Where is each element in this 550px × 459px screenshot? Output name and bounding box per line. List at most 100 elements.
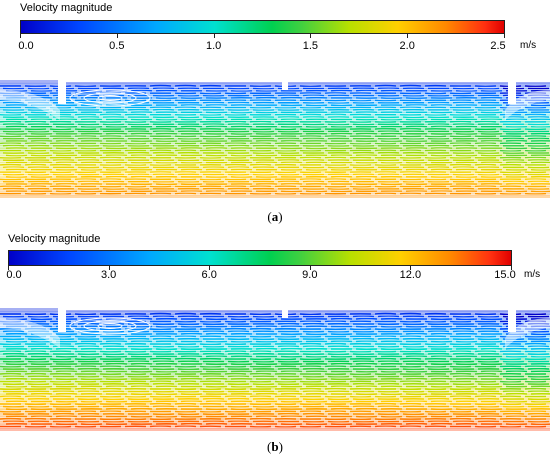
- streamline: [405, 189, 428, 192]
- velocity-band: [0, 82, 550, 87]
- streamline: [277, 345, 300, 348]
- streamline: [530, 400, 550, 403]
- streamline: [30, 154, 53, 157]
- colorbar-tick: [108, 266, 110, 270]
- streamline: [405, 168, 428, 171]
- streamline: [202, 330, 225, 333]
- streamline: [274, 171, 297, 174]
- streamline: [530, 333, 550, 336]
- streamline: [502, 158, 525, 161]
- streamline: [99, 113, 122, 116]
- streamline: [474, 372, 497, 375]
- streamline: [427, 352, 450, 355]
- streamline: [199, 343, 222, 346]
- streamline: [280, 96, 303, 99]
- streamline: [149, 192, 172, 195]
- streamline: [80, 423, 103, 426]
- streamline: [174, 425, 197, 428]
- streamline: [180, 146, 203, 149]
- streamline: [224, 365, 247, 368]
- streamline: [399, 357, 422, 360]
- streamline: [124, 142, 147, 145]
- streamline: [299, 113, 322, 116]
- streamline: [480, 96, 503, 99]
- streamline: [374, 328, 397, 331]
- streamline: [480, 325, 503, 328]
- streamline: [155, 370, 178, 373]
- streamline: [224, 417, 247, 420]
- panel-caption: (a): [267, 209, 283, 224]
- streamline: [280, 415, 303, 418]
- streamline: [180, 332, 203, 335]
- streamline: [477, 360, 500, 363]
- streamline: [352, 360, 375, 363]
- streamline: [530, 125, 550, 128]
- streamline: [324, 156, 347, 159]
- streamline: [380, 370, 403, 373]
- outlet-curve: [505, 318, 550, 348]
- streamline: [502, 180, 525, 183]
- streamline: [74, 134, 97, 137]
- streamline: [255, 318, 278, 321]
- streamline: [5, 408, 28, 411]
- streamline: [230, 340, 253, 343]
- streamline: [52, 130, 75, 133]
- streamline: [352, 123, 375, 126]
- streamline: [480, 118, 503, 121]
- streamline: [74, 387, 97, 390]
- streamline: [202, 137, 225, 140]
- streamline: [524, 365, 547, 368]
- streamline: [380, 161, 403, 164]
- streamline: [5, 176, 28, 179]
- streamline: [324, 320, 347, 323]
- streamline: [527, 367, 550, 370]
- streamline: [424, 178, 447, 181]
- streamline: [77, 137, 100, 140]
- streamline: [477, 315, 500, 318]
- streamline: [527, 158, 550, 161]
- streamline: [530, 169, 550, 171]
- streamline: [30, 385, 53, 388]
- streamline: [77, 390, 100, 393]
- streamline: [299, 365, 322, 368]
- streamline: [449, 163, 472, 166]
- streamline: [177, 137, 200, 140]
- streamline: [52, 383, 75, 386]
- velocity-band: [0, 320, 550, 324]
- streamline: [355, 154, 378, 157]
- streamline: [352, 337, 375, 340]
- velocity-band: [0, 381, 550, 386]
- streamline: [102, 398, 125, 401]
- streamline: [377, 360, 400, 363]
- streamline: [224, 113, 247, 116]
- streamline: [155, 393, 178, 396]
- streamline: [127, 108, 150, 111]
- streamline: [505, 139, 528, 142]
- streamline: [5, 363, 28, 366]
- streamline: [99, 342, 122, 345]
- streamline: [524, 106, 547, 109]
- streamline: [180, 370, 203, 373]
- streamline: [49, 425, 72, 428]
- streamline: [524, 410, 547, 413]
- streamline: [524, 335, 547, 338]
- streamline: [399, 380, 422, 383]
- colorbar-tick-label: 0.5: [109, 40, 125, 52]
- streamline: [355, 385, 378, 388]
- streamline: [149, 149, 172, 152]
- streamline: [180, 103, 203, 106]
- streamline: [252, 87, 275, 90]
- colorbar-tick-label: 2.5: [490, 40, 506, 52]
- velocity-band: [0, 156, 550, 161]
- streamline: [324, 387, 347, 390]
- panel-caption: (b): [267, 439, 283, 454]
- streamline: [202, 368, 225, 371]
- streamline: [52, 367, 75, 370]
- streamline: [124, 373, 147, 376]
- streamline: [330, 333, 353, 336]
- streamline: [0, 388, 22, 391]
- streamline: [427, 420, 450, 423]
- streamline: [302, 412, 325, 415]
- colorbar-tick-label: 0.0: [18, 40, 34, 52]
- streamline: [99, 156, 122, 159]
